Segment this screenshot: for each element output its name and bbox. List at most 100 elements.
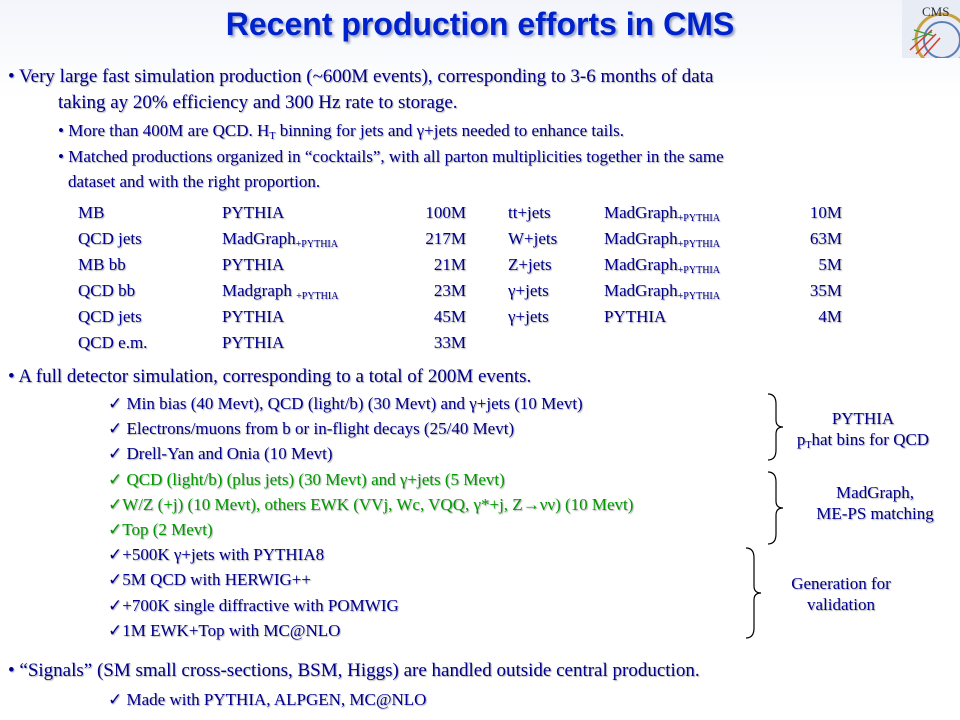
event-count: 100M xyxy=(425,203,466,222)
fullsim-item-text: W/Z (+j) (10 Mevt), others EWK (VVj, Wc,… xyxy=(122,494,634,514)
sample-generator: PYTHIA xyxy=(222,333,284,353)
sample-name: MB bb xyxy=(78,255,126,274)
generator-name: PYTHIA xyxy=(604,307,667,326)
generator-name: MadGraph xyxy=(604,281,678,300)
event-count: 5M xyxy=(818,255,842,274)
checkmark-icon: ✓ xyxy=(108,469,123,489)
generator-name: MadGraph xyxy=(604,203,678,222)
generator-name: MadGraph xyxy=(604,255,678,274)
generator-suffix: +PYTHIA xyxy=(677,239,720,250)
checkmark-icon: ✓ xyxy=(108,620,123,640)
generator-name: PYTHIA xyxy=(222,255,285,274)
event-count: 217M xyxy=(425,229,466,248)
sub-bullet-cocktails-line2: dataset and with the right proportion. xyxy=(68,172,321,191)
note-madgraph-line2: ME-PS matching xyxy=(816,504,934,523)
fullsim-item: ✓ Min bias (40 Mevt), QCD (light/b) (30 … xyxy=(108,394,583,414)
brace-generation xyxy=(745,547,762,639)
fullsim-item-text: +700K single diffractive with POMWIG xyxy=(122,595,399,615)
checkmark-icon: ✓ xyxy=(108,570,123,590)
event-count: 45M xyxy=(433,307,466,326)
cms-logo: CMS xyxy=(902,0,960,58)
generator-suffix: +PYTHIA xyxy=(677,213,720,224)
brace-madgraph xyxy=(767,471,784,545)
sample-name: Z+jets xyxy=(508,255,552,274)
sub-bullet-cocktails-line1: • Matched productions organized in “cock… xyxy=(58,147,724,166)
note-madgraph: MadGraph, ME-PS matching xyxy=(790,482,960,524)
fullsim-item-text: 5M QCD with HERWIG++ xyxy=(122,570,311,590)
fullsim-item: ✓5M QCD with HERWIG++ xyxy=(108,570,311,590)
event-count: 21M xyxy=(433,255,466,274)
sub-bullet-qcd: • More than 400M are QCD. HT binning for… xyxy=(58,121,624,142)
event-count: 35M xyxy=(809,281,842,300)
checkmark-icon: ✓ xyxy=(108,494,123,514)
bullet-fullsim: • A full detector simulation, correspond… xyxy=(8,366,532,387)
note-madgraph-line1: MadGraph, xyxy=(836,483,914,502)
sample-generator: MadGraph+PYTHIA xyxy=(604,255,720,276)
checkmark-icon: ✓ xyxy=(108,394,123,413)
fullsim-item-text: +500K γ+jets with PYTHIA8 xyxy=(122,545,325,565)
checkmark-icon: ✓ xyxy=(108,520,123,539)
fullsim-item-text: Electrons/muons from b or in-flight deca… xyxy=(126,419,515,439)
brace-pythia xyxy=(767,393,784,461)
bullet-fastsim-line1: • Very large fast simulation production … xyxy=(8,66,714,87)
sub-bullet-qcd-text-b: binning for jets and γ+jets needed to en… xyxy=(275,121,624,140)
sub-bullet-qcd-text-a: • More than 400M are QCD. H xyxy=(58,121,270,140)
sample-name: γ+jets xyxy=(508,307,549,326)
fullsim-item-text: 1M EWK+Top with MC@NLO xyxy=(122,620,341,640)
generator-name: PYTHIA xyxy=(222,203,285,222)
fullsim-item-text: Top (2 Mevt) xyxy=(122,520,213,539)
slide-title: Recent production efforts in CMS xyxy=(225,6,735,42)
note-pythia-hat: hat bins for QCD xyxy=(811,430,930,449)
fullsim-item-text: Min bias (40 Mevt), QCD (light/b) (30 Me… xyxy=(126,394,583,413)
generator-suffix: +PYTHIA xyxy=(296,291,339,302)
note-pythia: PYTHIA pThat bins for QCD xyxy=(776,408,950,456)
generator-name: MadGraph xyxy=(604,229,678,248)
note-generation-line1: Generation for xyxy=(791,574,891,593)
fullsim-item: ✓W/Z (+j) (10 Mevt), others EWK (VVj, Wc… xyxy=(108,495,633,515)
sample-generator: Madgraph +PYTHIA xyxy=(222,281,338,302)
sample-name: γ+jets xyxy=(508,281,549,300)
fullsim-item: ✓+500K γ+jets with PYTHIA8 xyxy=(108,545,324,565)
fullsim-item: ✓ Electrons/muons from b or in-flight de… xyxy=(108,419,514,439)
generator-suffix: +PYTHIA xyxy=(677,265,720,276)
fullsim-item-text: QCD (light/b) (plus jets) (30 Mevt) and … xyxy=(126,469,505,489)
sample-name: tt+jets xyxy=(508,203,551,222)
generator-name: PYTHIA xyxy=(222,333,285,352)
note-pythia-subscript: T xyxy=(805,440,812,451)
note-pythia-p: p xyxy=(796,430,806,449)
sample-generator: MadGraph+PYTHIA xyxy=(604,203,720,224)
fullsim-item: ✓Top (2 Mevt) xyxy=(108,520,213,540)
generator-suffix: +PYTHIA xyxy=(677,291,720,302)
checkmark-icon: ✓ xyxy=(108,444,123,464)
checkmark-icon: ✓ xyxy=(108,545,123,565)
sub-bullet-qcd-subscript: T xyxy=(269,131,276,142)
fullsim-item: ✓+700K single diffractive with POMWIG xyxy=(108,596,399,616)
sample-generator: MadGraph+PYTHIA xyxy=(604,281,720,302)
sample-generator: MadGraph+PYTHIA xyxy=(604,229,720,250)
note-pythia-line1: PYTHIA xyxy=(831,409,895,428)
generator-name: MadGraph xyxy=(222,229,296,248)
event-count: 33M xyxy=(433,333,466,352)
fullsim-item: ✓ Drell-Yan and Onia (10 Mevt) xyxy=(108,444,333,464)
generator-name: PYTHIA xyxy=(222,307,285,326)
sample-generator: PYTHIA xyxy=(604,307,666,327)
sample-generator: PYTHIA xyxy=(222,255,284,275)
sample-name: MB xyxy=(78,203,105,222)
sample-generator: MadGraph+PYTHIA xyxy=(222,229,338,250)
note-pythia-line2: pThat bins for QCD xyxy=(776,429,950,456)
fullsim-item-text: Drell-Yan and Onia (10 Mevt) xyxy=(126,444,333,464)
cms-logo-text: CMS xyxy=(922,4,949,19)
checkmark-icon: ✓ xyxy=(108,690,123,709)
generator-name: Madgraph xyxy=(222,281,297,300)
sample-name: QCD jets xyxy=(78,307,142,326)
note-generation: Generation for validation xyxy=(766,573,916,615)
bullet-signals: • “Signals” (SM small cross-sections, BS… xyxy=(8,660,700,681)
bullet-fastsim-line2: taking ay 20% efficiency and 300 Hz rate… xyxy=(58,92,458,113)
sample-name: QCD bb xyxy=(78,281,136,300)
event-count: 23M xyxy=(433,281,466,300)
sample-generator: PYTHIA xyxy=(222,307,284,327)
fullsim-item: ✓ QCD (light/b) (plus jets) (30 Mevt) an… xyxy=(108,470,505,490)
sample-name: W+jets xyxy=(508,229,558,248)
sample-name: QCD jets xyxy=(78,229,142,248)
sample-generator: PYTHIA xyxy=(222,203,284,223)
